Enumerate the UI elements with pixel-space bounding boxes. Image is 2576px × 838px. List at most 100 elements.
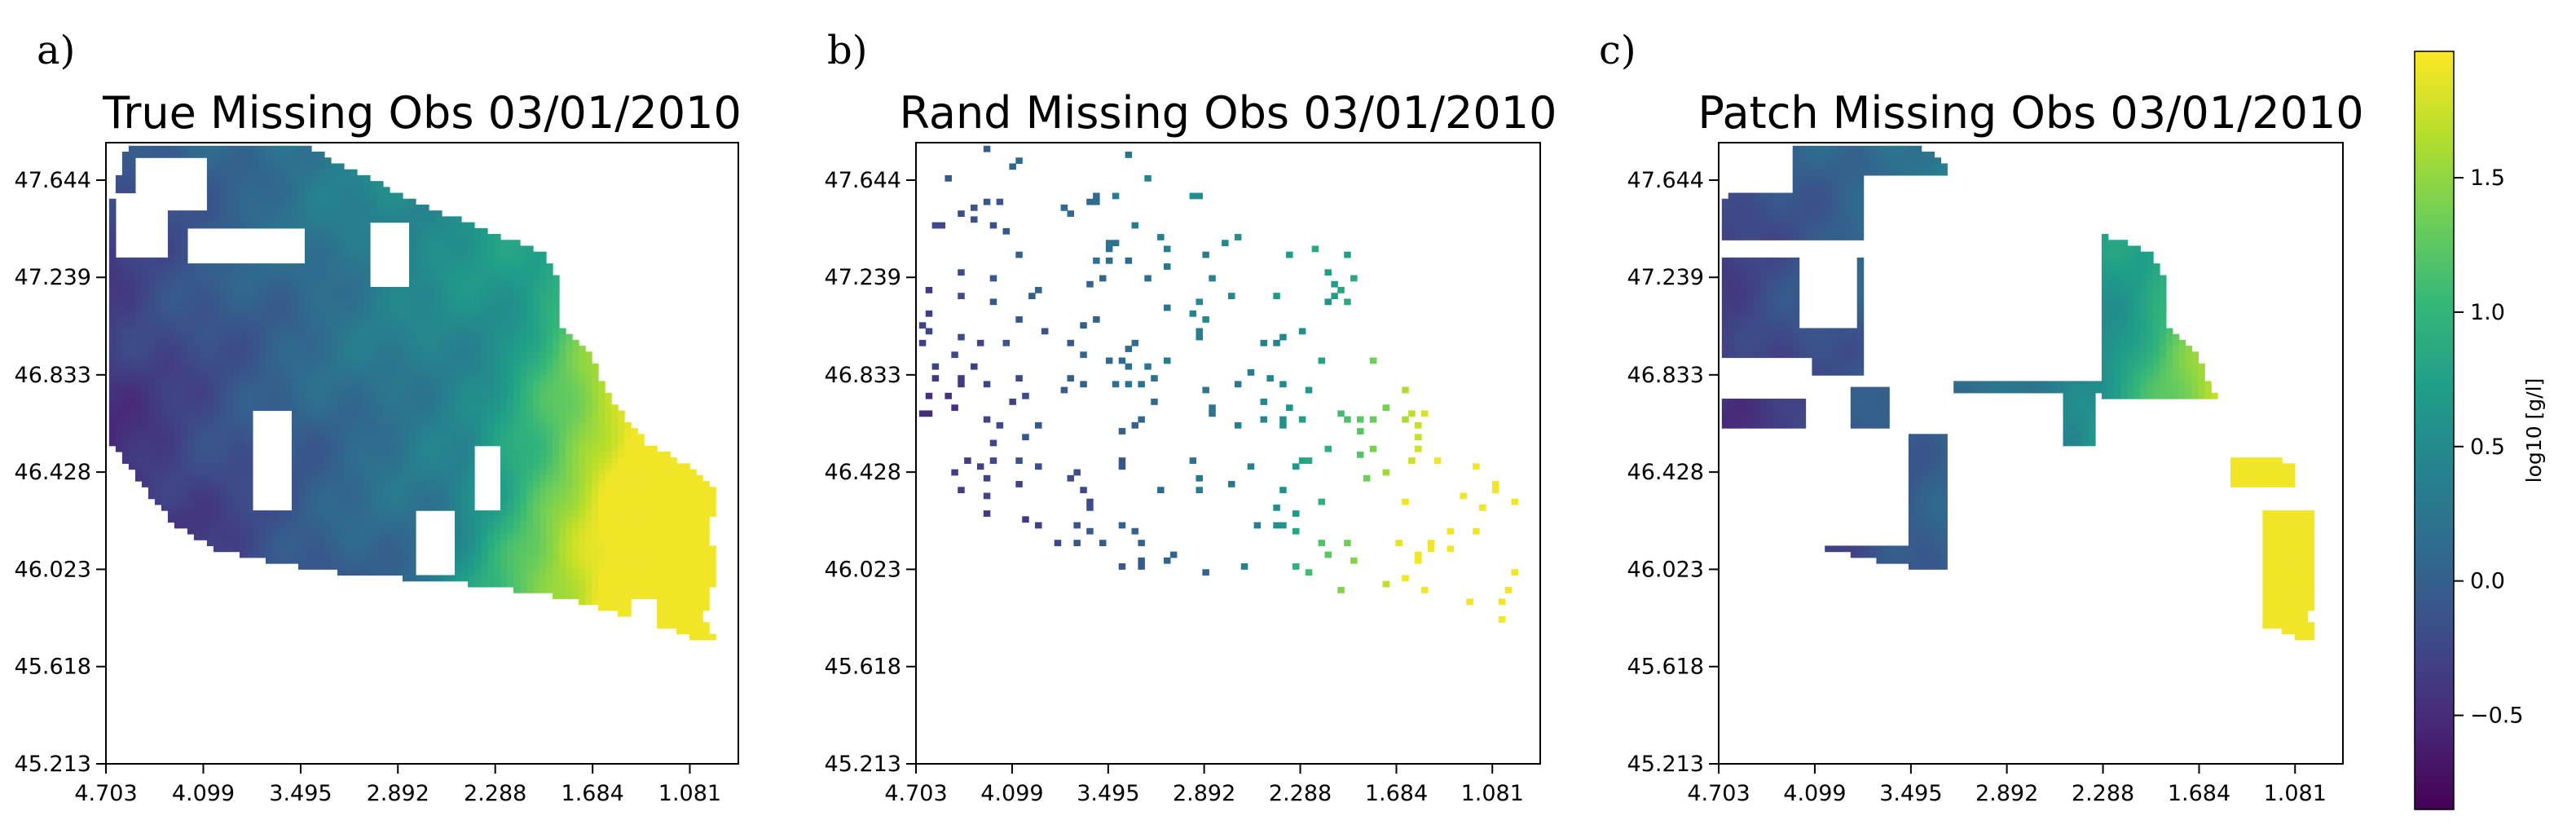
heatmap-cell: [265, 346, 273, 352]
heatmap-cell: [258, 363, 266, 370]
heatmap-cell: [689, 563, 697, 570]
heatmap-cell: [226, 516, 234, 523]
heatmap-cell: [474, 569, 482, 576]
heatmap-cell: [1460, 492, 1467, 500]
heatmap-cell: [200, 504, 208, 511]
heatmap-cell: [598, 416, 605, 423]
heatmap-cell: [572, 481, 579, 487]
heatmap-cell: [187, 316, 195, 323]
heatmap-cell: [481, 375, 488, 382]
heatmap-cell: [702, 622, 710, 629]
heatmap-cell: [363, 421, 371, 429]
heatmap-cell: [369, 333, 377, 341]
heatmap-cell: [663, 474, 671, 482]
heatmap-cell: [324, 280, 332, 288]
heatmap-cell: [657, 580, 664, 588]
heatmap-cell: [429, 492, 436, 500]
heatmap-cell: [376, 439, 384, 447]
heatmap-cell: [494, 328, 501, 335]
heatmap-cell: [546, 498, 553, 505]
heatmap-cell: [317, 434, 325, 441]
heatmap-cell: [324, 416, 332, 423]
heatmap-cell: [284, 169, 293, 176]
heatmap-cell: [239, 421, 247, 429]
heatmap-cell: [1344, 540, 1351, 546]
heatmap-cell: [389, 481, 397, 487]
heatmap-cell: [585, 416, 592, 423]
heatmap-cell: [572, 563, 579, 570]
heatmap-cell: [526, 404, 534, 412]
heatmap-cell: [376, 192, 384, 200]
heatmap-cell: [663, 498, 671, 505]
heatmap-cell: [350, 375, 358, 382]
heatmap-cell: [128, 463, 136, 470]
heatmap-cell: [513, 263, 521, 270]
heatmap-cell: [193, 410, 201, 417]
heatmap-cell: [343, 368, 351, 376]
heatmap-cell: [141, 457, 149, 464]
heatmap-cell: [265, 304, 273, 311]
heatmap-cell: [481, 304, 488, 311]
heatmap-cell: [442, 269, 449, 276]
heatmap-cell: [533, 404, 540, 412]
heatmap-cell: [369, 545, 377, 553]
heatmap-cell: [271, 516, 280, 523]
heatmap-cell: [461, 510, 469, 517]
heatmap-cell: [585, 386, 592, 394]
heatmap-cell: [598, 527, 605, 535]
heatmap-cell: [624, 492, 632, 500]
heatmap-cell: [382, 545, 390, 553]
heatmap-cell: [566, 357, 573, 364]
heatmap-cell: [245, 469, 253, 476]
heatmap-cell: [487, 392, 495, 399]
heatmap-cell: [245, 363, 253, 370]
heatmap-cell: [284, 557, 293, 564]
heatmap-cell: [526, 346, 534, 352]
heatmap-cell: [193, 428, 201, 434]
heatmap-cell: [520, 298, 527, 306]
heatmap-cell: [435, 381, 443, 388]
heatmap-cell: [187, 492, 195, 500]
heatmap-cell: [494, 540, 501, 546]
heatmap-cell: [611, 410, 619, 417]
heatmap-cell: [1105, 257, 1113, 264]
heatmap-cell: [167, 392, 175, 399]
heatmap-cell: [408, 322, 416, 329]
heatmap-cell: [487, 375, 495, 382]
heatmap-cell: [343, 569, 351, 576]
heatmap-cell: [487, 351, 495, 359]
heatmap-cell: [193, 310, 201, 317]
heatmap-cell: [442, 298, 449, 306]
heatmap-cell: [559, 357, 566, 364]
heatmap-cell: [925, 410, 933, 417]
heatmap-cell: [245, 346, 253, 352]
heatmap-cell: [1105, 357, 1113, 364]
heatmap-cell: [219, 346, 227, 352]
heatmap-cell: [422, 575, 429, 582]
heatmap-cell: [408, 498, 416, 505]
heatmap-cell: [297, 439, 306, 447]
heatmap-cell: [200, 298, 208, 306]
heatmap-cell: [363, 474, 371, 482]
heatmap-cell: [1914, 145, 1922, 152]
heatmap-cell: [356, 487, 364, 494]
heatmap-cell: [408, 293, 416, 299]
heatmap-cell: [1157, 487, 1165, 494]
heatmap-cell: [435, 469, 443, 476]
heatmap-cell: [650, 527, 658, 535]
heatmap-cell: [284, 339, 293, 346]
heatmap-cell: [239, 275, 247, 282]
heatmap-cell: [148, 451, 156, 458]
heatmap-cell: [696, 604, 703, 611]
heatmap-cell: [598, 451, 605, 458]
heatmap-cell: [1498, 615, 1506, 623]
heatmap-cell: [468, 487, 475, 494]
heatmap-cell: [252, 157, 260, 165]
heatmap-cell: [376, 316, 384, 323]
heatmap-cell: [271, 187, 280, 194]
heatmap-cell: [1344, 298, 1351, 306]
heatmap-cell: [213, 510, 221, 517]
heatmap-cell: [474, 298, 482, 306]
heatmap-cell: [598, 604, 605, 611]
heatmap-cell: [337, 245, 345, 253]
